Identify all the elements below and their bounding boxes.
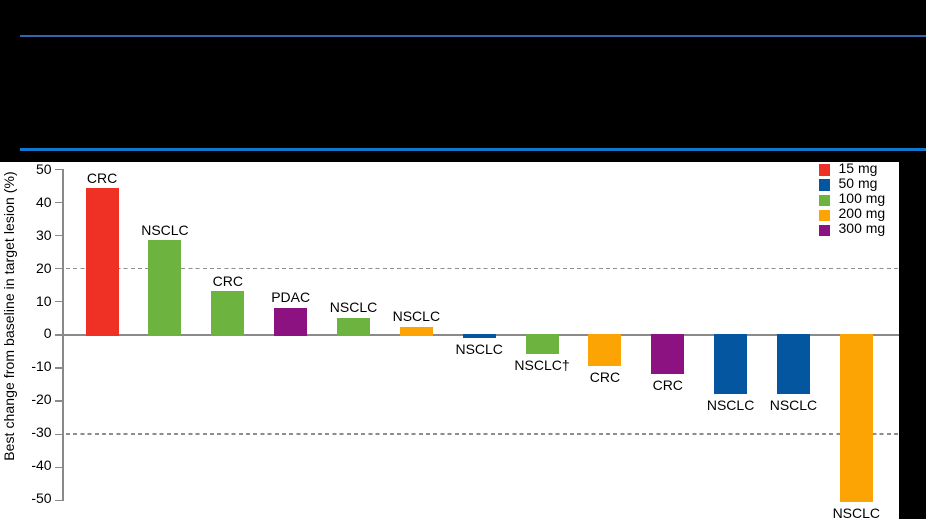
y-axis-line bbox=[62, 168, 64, 502]
legend-swatch-50-mg bbox=[819, 179, 831, 191]
y-tick-label-30: 30 bbox=[36, 226, 52, 243]
bar-label-8: NSCLC† bbox=[514, 357, 570, 374]
y-axis-title: Best change from baseline in target lesi… bbox=[1, 171, 18, 462]
y-tick-40 bbox=[54, 201, 63, 204]
y-tick--40 bbox=[54, 466, 63, 469]
bar-1-CRC bbox=[85, 188, 119, 337]
bar-label-6: NSCLC bbox=[392, 308, 441, 325]
bar-label-2: NSCLC bbox=[141, 221, 189, 238]
bar-12-NSCLC bbox=[776, 334, 810, 394]
bar-4-PDAC bbox=[274, 307, 308, 337]
bar-label-13: NSCLC bbox=[832, 505, 881, 519]
y-tick-0 bbox=[54, 334, 63, 336]
legend-label-200-mg: 200 mg bbox=[838, 205, 886, 222]
bar-3-CRC bbox=[211, 291, 245, 337]
bar-6-NSCLC bbox=[399, 326, 433, 337]
legend-label-15-mg: 15 mg bbox=[838, 159, 878, 176]
y-tick--30 bbox=[54, 433, 63, 435]
bar-label-11: NSCLC bbox=[706, 396, 755, 413]
y-tick-label--10: -10 bbox=[31, 358, 52, 375]
y-tick--20 bbox=[54, 400, 63, 402]
right-black-strip bbox=[899, 162, 926, 519]
bar-5-NSCLC bbox=[337, 317, 370, 337]
legend-swatch-15-mg bbox=[819, 164, 831, 176]
y-tick-30 bbox=[54, 234, 63, 237]
reference-line--30 bbox=[65, 433, 899, 435]
y-tick-label--20: -20 bbox=[31, 391, 52, 408]
bar-9-CRC bbox=[588, 334, 622, 367]
y-tick-label--50: -50 bbox=[31, 489, 52, 506]
bar-7-NSCLC bbox=[462, 334, 496, 339]
y-tick-label-10: 10 bbox=[36, 292, 52, 309]
y-tick-label-20: 20 bbox=[36, 259, 52, 276]
y-tick-label--30: -30 bbox=[31, 424, 52, 441]
reference-line-20 bbox=[65, 267, 899, 270]
bar-label-12: NSCLC bbox=[769, 396, 818, 413]
banner-rule-top bbox=[20, 34, 926, 37]
y-tick--50 bbox=[54, 499, 63, 502]
legend-swatch-100-mg bbox=[819, 194, 831, 206]
y-tick-10 bbox=[54, 301, 63, 303]
legend-label-300-mg: 300 mg bbox=[838, 220, 886, 237]
bar-label-3: CRC bbox=[212, 272, 243, 289]
title-banner bbox=[0, 0, 926, 162]
y-tick-label-0: 0 bbox=[43, 325, 52, 342]
legend-label-50-mg: 50 mg bbox=[838, 174, 878, 191]
y-tick-label-50: 50 bbox=[36, 161, 52, 178]
bar-13-NSCLC bbox=[839, 334, 873, 503]
bar-11-NSCLC bbox=[714, 334, 748, 394]
bar-label-5: NSCLC bbox=[329, 299, 378, 316]
banner-rule-bottom bbox=[20, 148, 926, 151]
y-tick-20 bbox=[54, 267, 63, 270]
bar-label-7: NSCLC bbox=[455, 340, 503, 357]
legend-swatch-200-mg bbox=[819, 209, 831, 222]
bar-label-10: CRC bbox=[652, 376, 683, 393]
y-tick-label--40: -40 bbox=[31, 456, 52, 473]
bar-label-9: CRC bbox=[589, 369, 621, 386]
bar-label-1: CRC bbox=[86, 169, 118, 186]
bar-2-NSCLC bbox=[148, 240, 182, 337]
legend-swatch-300-mg bbox=[819, 224, 831, 237]
bar-10-CRC bbox=[651, 334, 685, 374]
y-tick--10 bbox=[54, 367, 63, 369]
y-tick-label-40: 40 bbox=[36, 193, 52, 210]
bar-8-NSCLCdagger bbox=[525, 334, 559, 355]
legend-label-100-mg: 100 mg bbox=[838, 190, 886, 207]
waterfall-chart: 50 40 30 20 10 0 -10 -20 -30 -40 -50 Best change f… bbox=[0, 159, 899, 519]
bar-label-4: PDAC bbox=[271, 289, 311, 306]
y-tick-50 bbox=[54, 168, 63, 170]
